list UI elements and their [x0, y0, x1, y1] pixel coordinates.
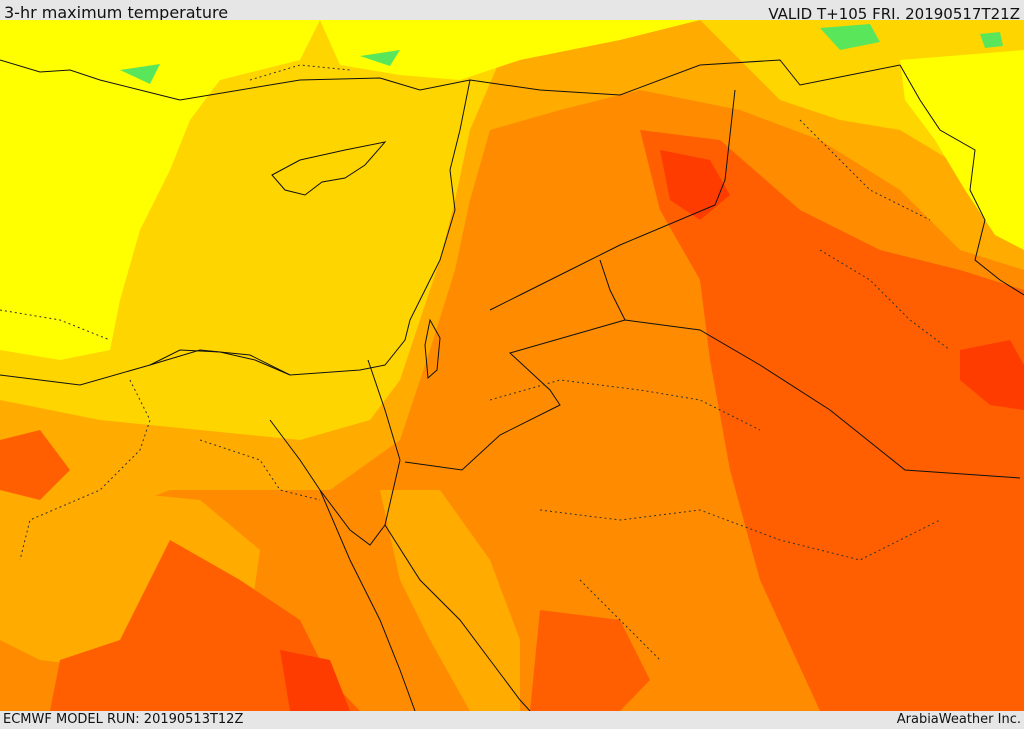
border-syria-iraq [489, 89, 736, 311]
temperature-zone-dark-orange-arabia [530, 610, 650, 711]
temperature-zone-cool-1 [820, 24, 880, 50]
map-header-title: 3-hr maximum temperature [4, 3, 229, 22]
nile-delta-coast [149, 349, 291, 376]
admin-boundaries [0, 64, 951, 661]
temperature-zone-dark-orange-west [0, 430, 70, 500]
temperature-zone-cool-4 [360, 50, 400, 66]
temperature-zone-cool-3 [120, 64, 160, 84]
temperature-zone-yellow-turkey [320, 20, 700, 80]
temperature-zone-dark-orange-iraq [640, 130, 1024, 711]
border-iraq-iran [899, 64, 1024, 296]
map-valid-time: VALID T+105 FRI. 20190517T21Z [768, 5, 1020, 23]
temperature-zone-red-iraq [660, 150, 730, 220]
temperature-zone-yellow-zagros [900, 50, 1024, 250]
dead-sea [424, 318, 441, 380]
country-borders [367, 59, 1024, 479]
cyprus-outline [271, 141, 387, 196]
temperature-map[interactable] [0, 20, 1024, 711]
temperature-zone-red-egypt [280, 650, 350, 711]
temperature-zone-dark-orange-egypt [50, 540, 360, 711]
temperature-zone-amber-hejaz [380, 490, 520, 711]
turkey-coast [0, 59, 181, 101]
credit-label: ArabiaWeather Inc. [896, 712, 1021, 727]
temperature-zone-yellow [0, 20, 320, 360]
red-sea-coast-east [384, 524, 531, 711]
temperature-zone-red-gulf [960, 340, 1024, 410]
border-egypt-israel [367, 359, 401, 461]
temperature-zone-cool-2 [980, 32, 1003, 48]
border-syria-turkey [469, 59, 901, 96]
coastlines [0, 59, 531, 711]
border-jordan-iraq [599, 259, 1021, 479]
levant-coast [0, 77, 471, 386]
red-sea-coast-west [319, 489, 416, 711]
model-run-label: ECMWF MODEL RUN: 20190513T12Z [3, 712, 244, 727]
border-jordan-saudi [404, 319, 626, 471]
